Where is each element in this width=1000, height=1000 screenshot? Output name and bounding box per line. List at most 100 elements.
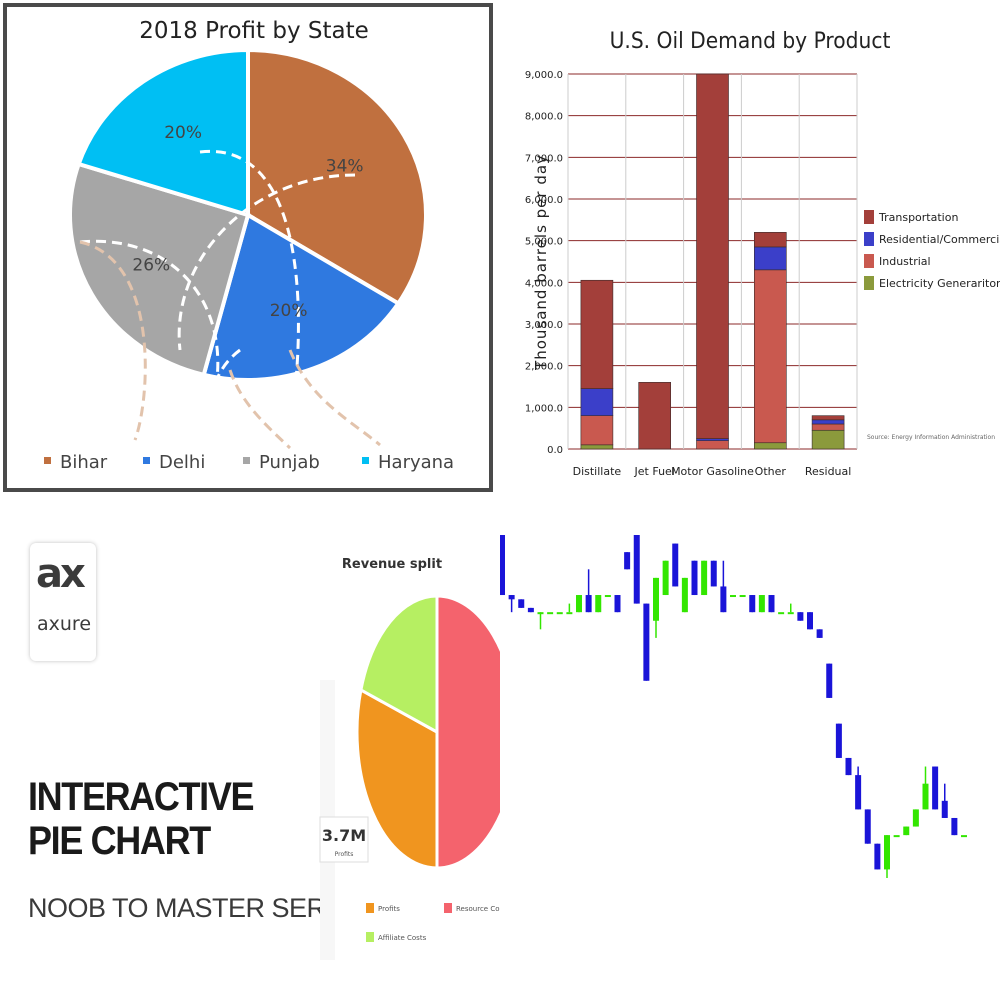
bar-segment-transportation (754, 232, 787, 248)
candle-down (874, 843, 881, 870)
candle-up (537, 612, 544, 615)
legend-swatch (366, 932, 374, 942)
candle-down (672, 543, 679, 587)
legend-swatch-bihar (44, 457, 51, 464)
candle-up (547, 612, 554, 615)
pie-slice-punjab (68, 161, 251, 378)
candle-up (787, 612, 794, 615)
bar-segment-transportation (811, 415, 845, 421)
candle-up (701, 560, 708, 596)
y-tick-label: 2,000.0 (525, 362, 563, 373)
bar-segment-electricity-generariton (754, 442, 787, 450)
candle-up (595, 595, 602, 613)
legend-swatch (864, 254, 874, 268)
oil-demand-bar-chart: U.S. Oil Demand by Product Thousand barr… (525, 27, 1000, 478)
candle-down (835, 723, 842, 758)
x-tick-label: Residual (805, 465, 851, 478)
axure-promo-panel: ax axure INTERACTIVE PIE CHART NOOB TO M… (0, 500, 500, 1000)
legend-swatch-punjab (243, 457, 250, 464)
candle-up (884, 835, 890, 870)
center-value: 3.7M (322, 826, 366, 845)
oil-demand-panel: U.S. Oil Demand by Product Thousand barr… (500, 0, 1000, 500)
chart-title: Revenue split (342, 557, 442, 572)
legend-swatch-haryana (362, 457, 369, 464)
candle-up (903, 826, 910, 836)
bar-segment-residential-commercial (696, 438, 729, 441)
y-tick-label: 1,000.0 (525, 403, 563, 414)
y-tick-label: 9,000.0 (525, 70, 563, 81)
slice-label-delhi: 20% (270, 301, 308, 321)
candle-up (576, 595, 582, 613)
bar-segment-residential-commercial (754, 246, 787, 271)
candle-down (826, 663, 833, 698)
legend-swatch (366, 903, 374, 913)
candle-down (720, 586, 727, 613)
pie-slice-haryana (76, 47, 250, 218)
bar-segment-industrial (696, 440, 729, 450)
bar-segment-transportation (638, 382, 671, 450)
legend-label: Profits (378, 905, 400, 913)
candlestick-panel (500, 500, 1000, 1000)
legend-label: Affiliate Costs (378, 934, 427, 942)
candle-down (585, 595, 592, 613)
candle-down (951, 817, 958, 836)
candle-down (710, 560, 717, 587)
bar-segment-industrial (754, 269, 787, 444)
candle-down (864, 809, 871, 844)
y-tick-label: 7,000.0 (525, 153, 563, 164)
candle-up (758, 595, 765, 613)
candle-down (807, 612, 813, 630)
bar-segment-transportation (580, 279, 614, 389)
candle-down (691, 560, 698, 596)
candle-down (749, 595, 756, 613)
bar-segment-residential-commercial (811, 419, 845, 425)
candle-up (566, 612, 573, 615)
legend-label: Resource Co (456, 905, 500, 913)
promo-headline: INTERACTIVE PIE CHART (28, 775, 255, 863)
legend-label-punjab: Punjab (259, 452, 320, 473)
legend-label-haryana: Haryana (378, 452, 454, 473)
pie-slice-delhi (201, 211, 402, 382)
candle-down (816, 629, 823, 638)
y-tick-label: 0.0 (547, 445, 563, 456)
slice-label-haryana: 20% (164, 123, 202, 143)
revenue-split-pie-chart: Revenue split 3.7M Profits Resource Co Pr… (319, 540, 500, 960)
slice-label-bihar: 34% (326, 157, 364, 177)
x-tick-label: Other (755, 465, 787, 478)
candle-up (730, 595, 736, 598)
candle-up (681, 577, 688, 613)
y-tick-label: 8,000.0 (525, 112, 563, 123)
candlestick-chart (500, 535, 967, 878)
candle-up (912, 809, 919, 827)
legend-swatch (444, 903, 452, 913)
x-tick-label: Distillate (573, 465, 622, 478)
candle-down (797, 612, 804, 621)
y-tick-label: 3,000.0 (525, 320, 563, 331)
logo-wordmark: axure (37, 613, 92, 635)
logo-mark: ax (36, 551, 86, 597)
y-tick-label: 5,000.0 (525, 237, 563, 248)
candle-up (556, 612, 563, 615)
y-tick-label: 6,000.0 (525, 195, 563, 206)
legend-label-delhi: Delhi (159, 452, 205, 473)
series-name: NOOB TO MASTER SERIES (28, 893, 368, 923)
x-tick-label: Motor Gasoline (671, 465, 754, 478)
candle-down (508, 595, 515, 600)
axure-logo: ax axure (30, 543, 96, 661)
profit-pie-chart: 2018 Profit by State 34% 20% 26% 20% Bihar D… (44, 18, 454, 473)
headline-line-1: INTERACTIVE (28, 775, 255, 819)
candle-up (739, 595, 746, 598)
bar-segment-transportation (696, 73, 729, 439)
candle-up (893, 835, 900, 838)
legend-label-bihar: Bihar (60, 452, 108, 473)
bar-segment-residential-commercial (580, 388, 614, 416)
bar-segment-industrial (811, 423, 845, 431)
candle-up (662, 560, 669, 596)
center-caption: Profits (335, 851, 354, 858)
candle-down (855, 775, 862, 810)
pie-slice (435, 594, 500, 870)
legend-label: Electricity Generariton (879, 277, 1000, 290)
chart-title: U.S. Oil Demand by Product (610, 27, 891, 53)
bar-segment-industrial (580, 415, 614, 446)
candle-down (643, 603, 650, 681)
